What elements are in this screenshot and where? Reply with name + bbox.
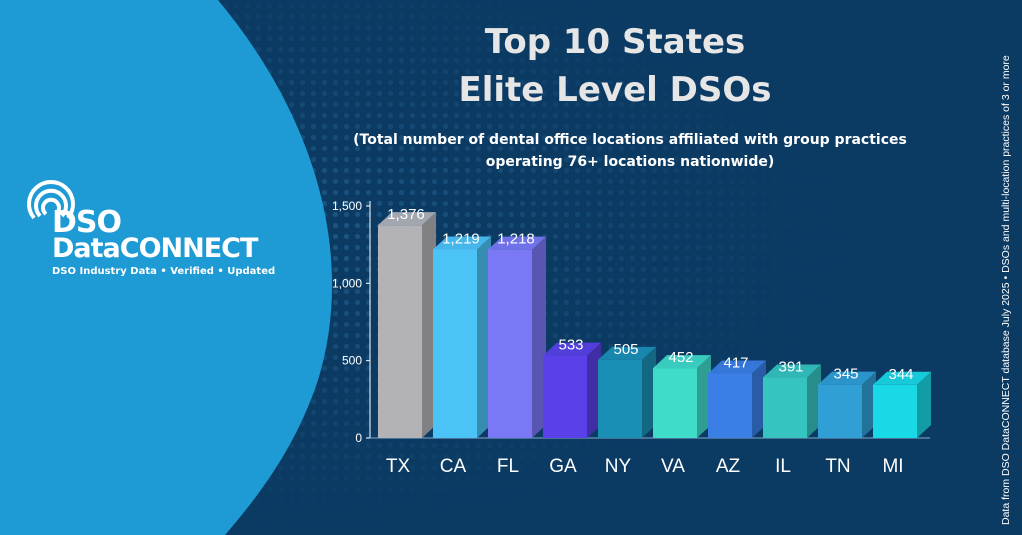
bar-top [488, 236, 546, 250]
x-tick-label: VA [661, 456, 685, 477]
bar-top [818, 371, 876, 385]
chart-subtitle-line1: (Total number of dental office locations… [353, 132, 907, 148]
data-label: 533 [558, 337, 583, 354]
bar [543, 355, 587, 438]
data-label: 1,218 [497, 231, 535, 248]
bar-side [862, 371, 876, 438]
chart-title-line1: Top 10 States [484, 22, 746, 62]
bar [488, 249, 532, 438]
data-label: 1,376 [387, 206, 425, 223]
bar-side [807, 364, 821, 438]
bar-side [532, 236, 546, 438]
bar [818, 384, 862, 438]
chart-title-line2: Elite Level DSOs [458, 70, 772, 110]
bar [433, 249, 477, 438]
bar-side [697, 355, 711, 438]
bar [378, 225, 422, 438]
bar-top [708, 360, 766, 374]
bar [653, 368, 697, 438]
bar [598, 359, 642, 438]
bar [763, 377, 807, 438]
data-label: 417 [723, 355, 748, 372]
data-label: 452 [668, 349, 693, 366]
data-label: 1,219 [442, 230, 480, 247]
x-tick-label: CA [440, 456, 467, 477]
bar-top [378, 212, 436, 226]
data-label: 345 [833, 366, 858, 383]
bar-top [433, 236, 491, 250]
brand-tagline: DSO Industry Data • Verified • Updated [52, 266, 276, 277]
footnote: Data from DSO DataCONNECT database July … [1000, 55, 1012, 525]
x-tick-label: IL [775, 456, 791, 477]
x-tick-label: MI [882, 456, 903, 477]
bar-top [653, 355, 711, 369]
bar-side [477, 236, 491, 438]
bar [873, 384, 917, 438]
bar-top [763, 364, 821, 378]
x-tick-label: TN [825, 456, 850, 477]
brand-logo-line1: DSO [52, 205, 122, 240]
y-tick-label: 1,500 [332, 199, 362, 213]
bar-side [917, 371, 931, 438]
bar-side [752, 360, 766, 438]
brand-logo-line2: DataCONNECT [52, 233, 258, 264]
y-tick-label: 1,000 [332, 276, 362, 290]
bar [708, 373, 752, 438]
bar-side [422, 212, 436, 438]
bar-side [587, 342, 601, 438]
y-tick-label: 500 [342, 354, 362, 368]
data-label: 344 [888, 366, 913, 383]
left-panel [0, 0, 333, 535]
bar-top [598, 346, 656, 360]
bar-top [873, 371, 931, 385]
bar-top [543, 342, 601, 356]
logo-arc-icon [27, 180, 75, 220]
x-tick-label: GA [549, 456, 577, 477]
bar-side [642, 346, 656, 438]
data-label: 391 [778, 359, 803, 376]
y-tick-label: 0 [355, 431, 362, 445]
data-label: 505 [613, 341, 638, 358]
x-tick-label: AZ [716, 456, 741, 477]
x-tick-label: FL [497, 456, 519, 477]
chart-subtitle-line2: operating 76+ locations nationwide) [485, 154, 775, 170]
x-tick-label: TX [386, 456, 411, 477]
x-tick-label: NY [605, 456, 632, 477]
